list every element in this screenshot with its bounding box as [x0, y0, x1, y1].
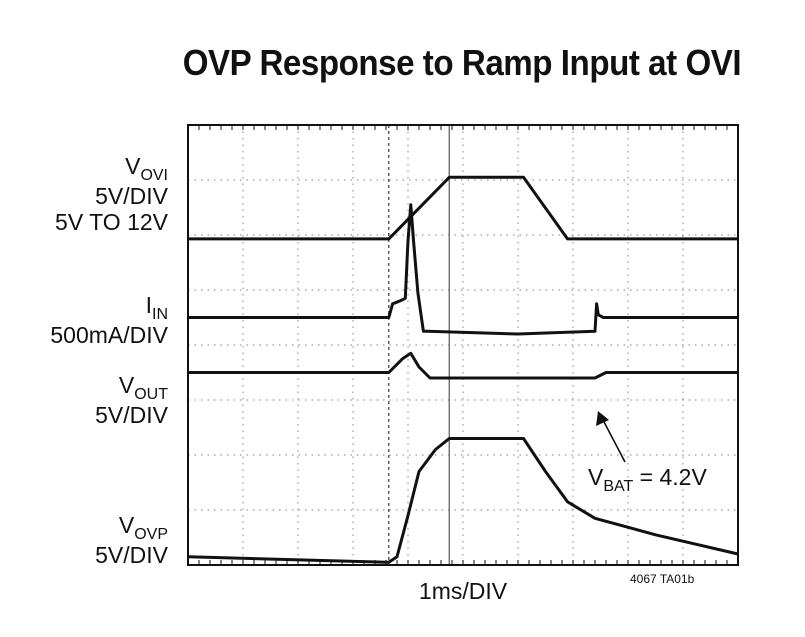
- trace-v-out: [188, 351, 738, 380]
- label-vout-sub: OUT: [134, 386, 168, 403]
- trace-v-ovp: [187, 437, 739, 564]
- label-iin-main: I: [145, 292, 152, 318]
- chart-title: OVP Response to Ramp Input at OVI: [182, 42, 742, 83]
- label-vovi-range: 5V TO 12V: [55, 209, 168, 235]
- cursor-lines: [388, 125, 450, 565]
- vbat-label: VBAT = 4.2V: [588, 464, 707, 495]
- vbat-rest: = 4.2V: [633, 464, 707, 490]
- label-iin: IIN 500mA/DIV: [50, 292, 168, 348]
- label-vovp-scale: 5V/DIV: [95, 542, 168, 568]
- x-axis-label: 1ms/DIV: [418, 578, 508, 604]
- label-vovi: VOVI 5V/DIV 5V TO 12V: [55, 153, 168, 235]
- trace-v-ovi: [188, 175, 738, 241]
- vbat-arrow-line: [602, 419, 626, 463]
- traces: [187, 175, 739, 564]
- label-vovp-main: V: [118, 512, 135, 538]
- plot-frame: [187, 124, 739, 566]
- trace-i-in: [188, 203, 738, 336]
- label-vout-main: V: [118, 372, 135, 398]
- label-vovi-main: V: [125, 153, 141, 179]
- label-iin-sub: IN: [152, 306, 168, 323]
- label-iin-scale: 500mA/DIV: [50, 322, 168, 348]
- vbat-arrow-head: [596, 411, 609, 426]
- label-vovi-scale: 5V/DIV: [95, 183, 168, 209]
- figure-footnote: 4067 TA01b: [630, 572, 695, 586]
- vbat-sub: BAT: [603, 478, 633, 495]
- label-vovi-sub: OVI: [140, 167, 168, 184]
- label-vovp: VOVP 5V/DIV: [95, 512, 168, 568]
- label-vout-scale: 5V/DIV: [95, 402, 168, 428]
- label-vout: VOUT 5V/DIV: [95, 372, 168, 428]
- vbat-main: V: [588, 464, 604, 490]
- vbat-annotation: VBAT = 4.2V: [588, 411, 707, 495]
- label-vovp-sub: OVP: [134, 526, 168, 543]
- grid: [187, 125, 739, 565]
